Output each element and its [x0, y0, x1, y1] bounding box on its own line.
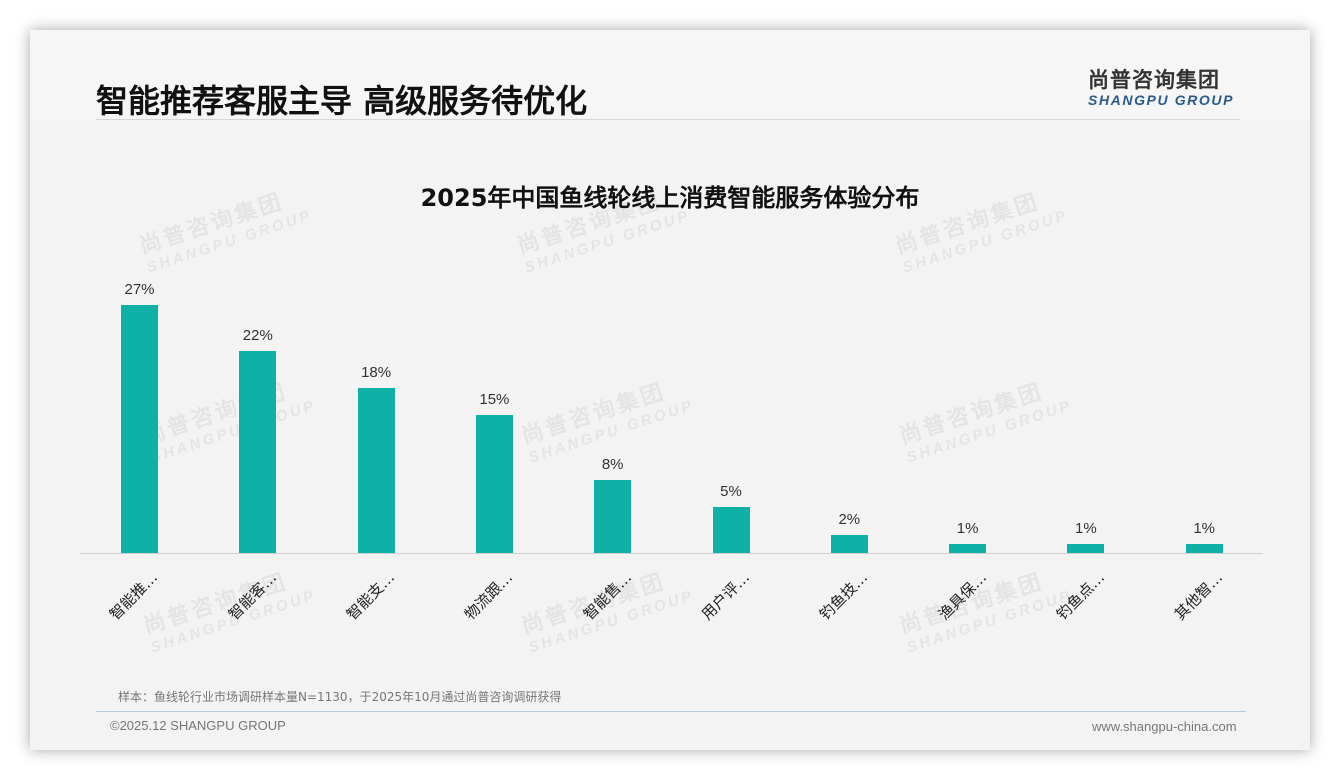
x-axis-line: [80, 553, 1263, 554]
watermark: 尚普咨询集团 SHANGPU GROUP: [896, 569, 1075, 657]
category-label: 智能推…: [106, 568, 162, 624]
page-title: 智能推荐客服主导 高级服务待优化: [96, 82, 588, 120]
category-label: 智能支…: [343, 568, 399, 624]
bar: [1067, 543, 1105, 553]
bar-value-label: 1%: [1075, 519, 1097, 537]
category-label: 钓鱼技…: [816, 568, 872, 624]
bar: [239, 350, 277, 553]
category-label: 智能售…: [579, 568, 635, 624]
bar: [594, 479, 632, 553]
header-band: [30, 30, 1310, 120]
bar-value-label: 1%: [956, 519, 979, 537]
chart-title: 2025年中国鱼线轮线上消费智能服务体验分布: [420, 184, 920, 212]
bar-value-label: 15%: [479, 391, 510, 409]
footer-divider: [96, 711, 1246, 712]
bar-value-label: 2%: [838, 510, 861, 528]
bar: [712, 507, 750, 553]
category-label: 物流跟…: [461, 568, 517, 624]
bar-value-label: 22%: [242, 326, 273, 344]
watermark: 尚普咨询集团 SHANGPU GROUP: [518, 379, 697, 467]
sample-note: 样本：鱼线轮行业市场调研样本量N=1130，于2025年10月通过尚普咨询调研获…: [118, 690, 562, 704]
slide: 智能推荐客服主导 高级服务待优化 尚普咨询集团 SHANGPU GROUP 尚普…: [30, 30, 1310, 750]
bar: [949, 543, 987, 553]
bar-value-label: 1%: [1193, 519, 1216, 537]
category-label: 用户评…: [697, 568, 754, 624]
logo-en-text: SHANGPU GROUP: [1088, 92, 1235, 108]
category-label: 钓鱼点…: [1052, 568, 1109, 624]
logo-cn-text: 尚普咨询集团: [1088, 68, 1220, 92]
watermark: 尚普咨询集团 SHANGPU GROUP: [140, 379, 319, 467]
bar: [357, 387, 395, 553]
category-label: 渔具保…: [934, 568, 990, 624]
bar: [121, 305, 158, 553]
company-logo: 尚普咨询集团 SHANGPU GROUP: [1088, 64, 1248, 108]
website-link[interactable]: www.shangpu-china.com: [1092, 719, 1237, 734]
bar-value-label: 27%: [124, 281, 155, 298]
bar-value-label: 18%: [361, 363, 392, 381]
watermark: 尚普咨询集团 SHANGPU GROUP: [896, 379, 1075, 467]
bar-value-label: 5%: [720, 483, 742, 501]
bar-value-label: 8%: [601, 455, 624, 473]
copyright-text: ©2025.12 SHANGPU GROUP: [110, 718, 286, 733]
bar: [1185, 543, 1223, 553]
bar: [475, 415, 513, 553]
category-label: 智能客…: [224, 568, 280, 624]
category-label: 其他智…: [1171, 568, 1227, 624]
bar: [830, 534, 868, 553]
title-divider: [96, 119, 1240, 120]
